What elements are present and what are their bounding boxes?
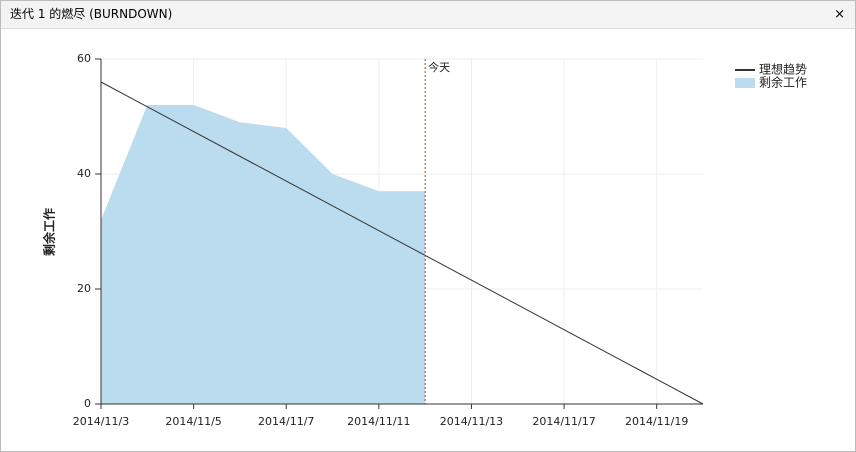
area (101, 105, 426, 404)
legend-label: 剩余工作 (759, 75, 807, 90)
x-tick-label: 2014/11/5 (165, 415, 221, 428)
x-tick-label: 2014/11/17 (532, 415, 595, 428)
legend-swatch (735, 78, 755, 88)
panel-title: 迭代 1 的燃尽 (BURNDOWN) (10, 7, 173, 21)
y-tick-label: 0 (84, 397, 91, 410)
x-tick-label: 2014/11/13 (440, 415, 503, 428)
close-button[interactable]: × (834, 7, 845, 22)
x-tick-label: 2014/11/11 (347, 415, 410, 428)
line (100, 81, 704, 405)
y-tick-label: 20 (77, 282, 91, 295)
x-tick-label: 2014/11/19 (625, 415, 688, 428)
panel-header: 迭代 1 的燃尽 (BURNDOWN) × (1, 1, 855, 29)
x-tick-label: 2014/11/3 (73, 415, 129, 428)
y-tick-label: 40 (77, 167, 91, 180)
x-tick-label: 2014/11/7 (258, 415, 314, 428)
y-tick-label: 60 (77, 52, 91, 65)
y-axis-label: 剩余工作 (42, 208, 57, 256)
today-label: 今天 (428, 60, 450, 74)
legend-label: 理想趋势 (759, 62, 807, 77)
